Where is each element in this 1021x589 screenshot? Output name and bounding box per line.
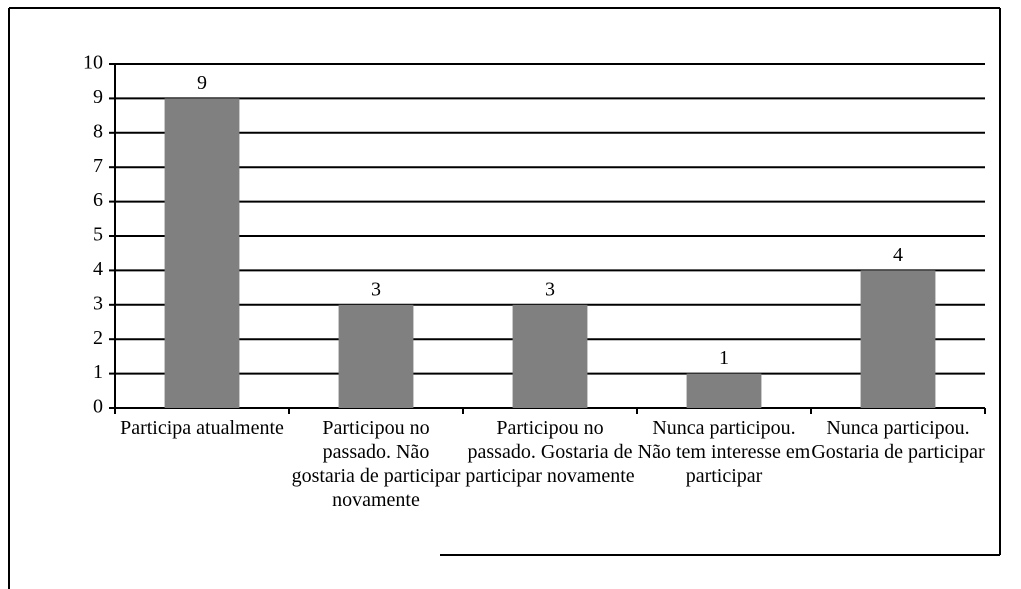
- value-label: 3: [371, 278, 381, 300]
- y-tick-label: 2: [93, 327, 103, 349]
- y-tick-label: 8: [93, 120, 103, 142]
- y-tick-label: 10: [83, 52, 103, 74]
- value-label: 9: [197, 72, 207, 94]
- y-tick-label: 5: [93, 224, 103, 246]
- y-tick-label: 3: [93, 292, 103, 314]
- x-tick-label: Participou no passado. Não gostaria de p…: [291, 417, 461, 511]
- bar: [512, 304, 588, 408]
- value-label: 3: [545, 278, 555, 300]
- y-tick-label: 7: [93, 155, 103, 177]
- y-tick-label: 6: [93, 189, 103, 211]
- bar: [686, 373, 762, 408]
- bar: [338, 304, 414, 408]
- frame: [8, 7, 1001, 589]
- y-tick-label: 9: [93, 86, 103, 108]
- x-tick-label: Participa atualmente: [120, 417, 284, 439]
- y-tick-label: 0: [93, 396, 103, 418]
- bar: [860, 270, 936, 408]
- y-tick-label: 1: [93, 361, 103, 383]
- x-tick-label: Participou no passado. Gostaria de parti…: [465, 417, 635, 487]
- bar: [164, 98, 240, 409]
- value-label: 4: [893, 244, 903, 266]
- x-tick-label: Nunca participou. Gostaria de participar: [811, 417, 985, 463]
- y-tick-label: 4: [93, 258, 103, 280]
- value-label: 1: [719, 347, 729, 369]
- x-tick-label: Nunca participou. Não tem interesse em p…: [637, 417, 811, 487]
